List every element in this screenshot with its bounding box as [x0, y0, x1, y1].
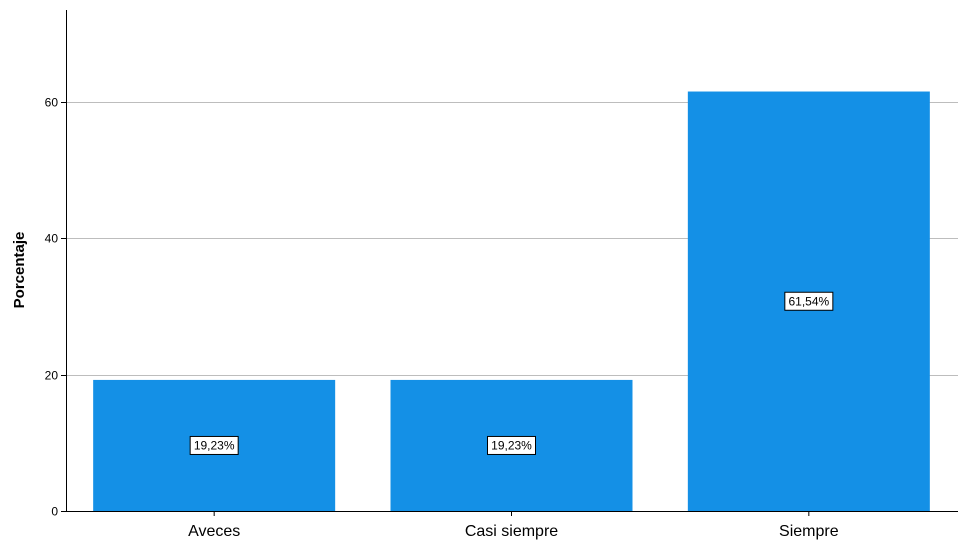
- y-tick-label-0: 0: [51, 505, 58, 519]
- data-label-1: 19,23%: [491, 438, 532, 452]
- x-tick-label-0: Aveces: [188, 523, 240, 540]
- data-label-2: 61,54%: [788, 294, 829, 308]
- x-tick-label-2: Siempre: [779, 523, 839, 540]
- labels: 0 20 40 60 Aveces 19,23% Casi siempre 19,23% Sie…: [45, 96, 839, 540]
- data-label-0: 19,23%: [194, 438, 235, 452]
- y-tick-label-20: 20: [45, 369, 59, 383]
- y-tick-label-60: 60: [45, 96, 59, 110]
- data-label-box-0: [189, 435, 239, 455]
- x-tick-label-1: Casi siempre: [465, 523, 558, 540]
- y-tick-label-40: 40: [45, 232, 59, 246]
- data-label-box-1: [487, 435, 536, 455]
- y-axis-title: Porcentaje: [11, 232, 28, 309]
- axes: [61, 10, 958, 516]
- data-label-box-2: [784, 291, 834, 311]
